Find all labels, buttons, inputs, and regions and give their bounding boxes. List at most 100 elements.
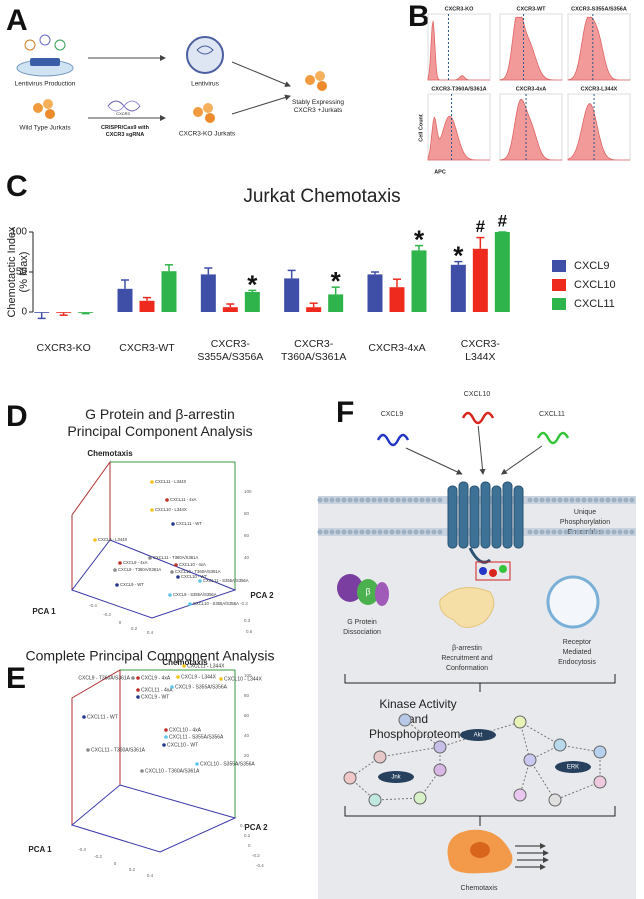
network-node	[523, 753, 537, 767]
cells	[33, 71, 327, 123]
bracket	[344, 806, 616, 826]
lipid-head	[551, 529, 557, 535]
point-label: CXCL11 - S355A/S356A	[203, 578, 249, 583]
y-tick-label: 50	[16, 267, 28, 278]
point	[136, 688, 140, 692]
virus	[186, 36, 224, 74]
phospho-site	[499, 565, 507, 573]
lipid-head	[365, 529, 371, 535]
label: Chemotaxis	[461, 885, 498, 892]
kinase-node	[460, 729, 496, 741]
receptor	[447, 481, 524, 564]
label: CXCR3-KO Jurkats	[179, 131, 236, 138]
point	[170, 685, 174, 689]
pca-box	[70, 669, 237, 853]
lipid-head	[569, 497, 575, 503]
kinase-label: Jnk	[391, 775, 401, 781]
lipid-head	[401, 529, 407, 535]
arrow	[477, 425, 486, 475]
point	[219, 677, 223, 681]
point-label: CXCL11 - S355A/S356A	[169, 734, 224, 740]
point	[131, 676, 135, 680]
bar	[494, 232, 510, 312]
lipid-head	[605, 529, 611, 535]
network-edge	[404, 719, 441, 748]
lipid-head	[341, 497, 347, 503]
point-label: CXCL10 - S355A/S356A	[193, 601, 239, 606]
text-line: and	[408, 712, 428, 726]
arrow	[231, 94, 291, 115]
ligand-label: CXCL10	[464, 391, 491, 398]
bar	[139, 300, 155, 312]
lipid-head	[617, 529, 623, 535]
lipid-head	[329, 529, 335, 535]
bar	[161, 271, 177, 312]
panel-title: Complete Principal Component Analysis	[25, 648, 274, 664]
point-label: CXCL9 - T360A/S361A	[78, 675, 130, 681]
point	[140, 769, 144, 773]
point	[115, 583, 119, 587]
dna	[107, 100, 141, 112]
legend-swatch	[552, 298, 566, 310]
point	[164, 728, 168, 732]
point	[113, 568, 117, 572]
point-label: CXCL9 - S355A/S356A	[175, 684, 228, 690]
lipid-head	[611, 497, 617, 503]
lipid-head	[611, 529, 617, 535]
x-tick-label: CXCR3-T360A/S361A	[281, 338, 346, 363]
lipid-head	[593, 497, 599, 503]
text-line: G Protein	[347, 619, 377, 626]
bar	[56, 312, 72, 313]
point-label: CXCL10 - L344X	[155, 507, 187, 512]
significance-mark: *	[453, 240, 464, 270]
point-label: CXCL11 - 4xA	[141, 687, 173, 693]
histogram	[567, 16, 631, 81]
lipid-head	[341, 529, 347, 535]
lipid-head	[437, 497, 443, 503]
lipid-head	[563, 497, 569, 503]
point	[174, 563, 178, 567]
histogram	[499, 98, 562, 161]
panel-title: G Protein and β-arrestin Principal Compon…	[67, 406, 252, 439]
lipid-head	[581, 497, 587, 503]
text-line: CXCR3 +Jurkats	[294, 107, 343, 114]
z-tick-label: 60	[244, 713, 250, 718]
lipid-head	[353, 497, 359, 503]
text-line: Recruitment and	[441, 655, 492, 662]
network-node	[513, 788, 527, 802]
point	[168, 593, 172, 597]
panel-letter: E	[6, 662, 26, 695]
lipid-head	[419, 497, 425, 503]
text-line: Endocytosis	[558, 659, 596, 666]
panel-d: 100 80 60 40 -0.3 0.3 0.6 -0.4 -0.2 0 0.2 0.4 CXCL11…	[89, 479, 253, 635]
lipid-head	[551, 497, 557, 503]
lipid-head	[587, 497, 593, 503]
lipid-head	[605, 497, 611, 503]
lipid-head	[359, 529, 365, 535]
z-tick-label: 20	[244, 753, 250, 758]
point-label: CXCL10 - 4xA	[169, 727, 202, 733]
text-line: Phosphoproteome	[369, 727, 467, 741]
x-axis-label: APC	[434, 169, 446, 175]
x-tick-label: CXCR3-4xA	[368, 342, 425, 354]
point	[176, 675, 180, 679]
panel-f: UniquePhosphorylationEnsembles β G Prote…	[317, 391, 636, 899]
x-tick-label: CXCR3-KO	[37, 342, 91, 354]
lipid-head	[437, 529, 443, 535]
point-label: CXCL10 - S355A/S356A	[200, 761, 255, 767]
point	[165, 498, 169, 502]
z-tick-label: 80	[244, 511, 250, 516]
point-label: CXCL10 - WT	[167, 742, 198, 748]
bar	[367, 274, 383, 312]
x-tick-label: 0.4	[147, 630, 154, 635]
lipid-head	[623, 529, 629, 535]
z-tick-label: 100	[244, 489, 252, 494]
g-protein	[337, 574, 389, 606]
point	[170, 570, 174, 574]
point	[176, 575, 180, 579]
bar	[389, 287, 405, 312]
lipid-head	[533, 529, 539, 535]
lipid-head	[383, 497, 389, 503]
network-node	[433, 763, 447, 777]
network-node	[373, 750, 387, 764]
